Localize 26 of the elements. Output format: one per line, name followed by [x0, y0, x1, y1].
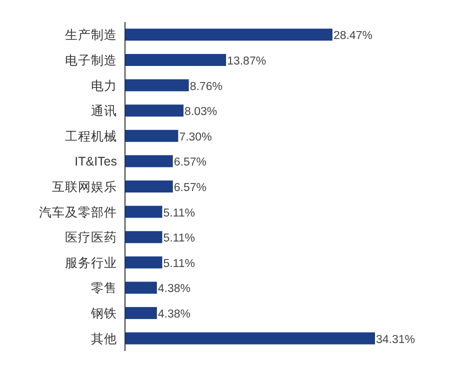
- data-label: 5.11%: [163, 232, 195, 245]
- y-tick-label: 服务行业: [65, 256, 117, 270]
- data-label: 5.11%: [163, 207, 195, 220]
- y-tick-label: 其他: [91, 332, 117, 346]
- data-label: 4.38%: [158, 283, 191, 296]
- y-tick-label: 汽车及零部件: [39, 205, 117, 220]
- data-label: 34.31%: [376, 334, 416, 346]
- y-tick-label: 医疗医药: [65, 230, 117, 245]
- data-label: 4.38%: [158, 308, 191, 321]
- y-tick-label: 钢铁: [90, 306, 117, 321]
- data-label: 13.87%: [227, 55, 266, 68]
- y-tick-label: 生产制造: [65, 28, 117, 42]
- y-tick-label: IT&ITes: [74, 154, 117, 169]
- data-label: 5.11%: [163, 258, 195, 270]
- y-tick-label: 电力: [91, 78, 117, 93]
- data-label: 6.57%: [174, 182, 206, 194]
- y-tick-label: 电子制造: [65, 53, 117, 68]
- y-tick-label: 互联网娱乐: [52, 180, 117, 194]
- y-tick-label: 工程机械: [65, 129, 117, 144]
- data-label: 8.76%: [190, 80, 222, 93]
- data-label: 28.47%: [333, 30, 372, 42]
- y-tick-label: 通讯: [91, 104, 117, 118]
- data-label: 7.30%: [179, 131, 212, 144]
- data-label: 8.03%: [184, 106, 218, 118]
- y-tick-label: 零售: [91, 281, 117, 296]
- data-label: 6.57%: [174, 156, 206, 169]
